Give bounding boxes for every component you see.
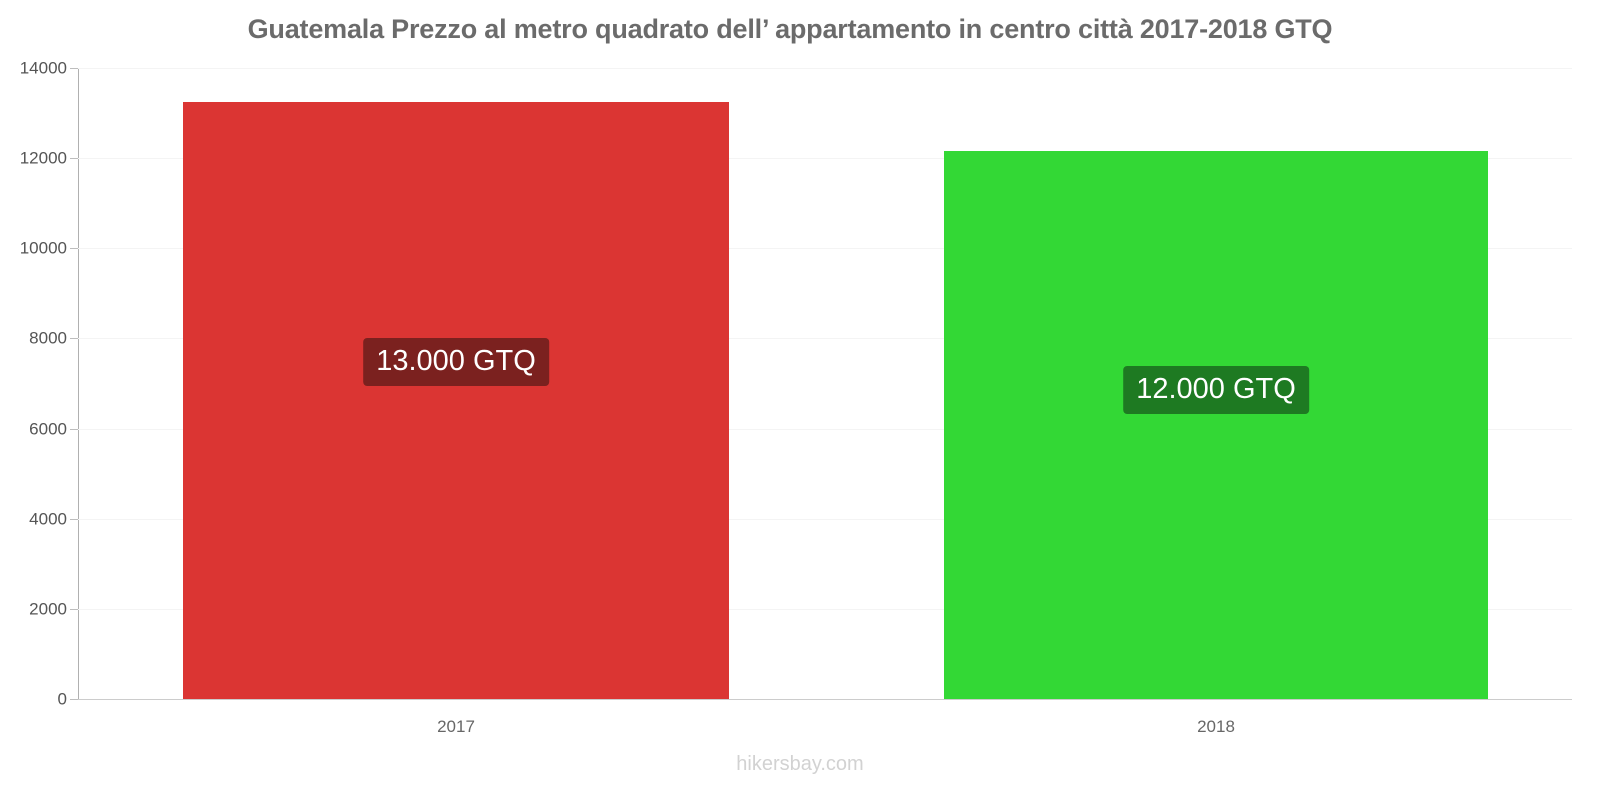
gridline — [78, 428, 1572, 430]
value-label-2017: 13.000 GTQ — [363, 337, 549, 386]
y-axis-tick-mark — [70, 158, 79, 160]
y-axis-line — [78, 68, 79, 700]
y-axis-tick-label: 0 — [57, 689, 67, 709]
y-axis-tick-label: 2000 — [29, 599, 67, 619]
y-axis-tick-mark — [70, 248, 79, 250]
y-axis-tick-mark — [70, 518, 79, 520]
gridline — [78, 699, 1572, 700]
footer-watermark: hikersbay.com — [736, 753, 864, 775]
gridline — [78, 158, 1572, 160]
gridline — [78, 608, 1572, 610]
x-axis-tick-label-2018: 2018 — [1197, 717, 1235, 736]
y-axis-tick-mark — [70, 699, 79, 700]
gridline — [78, 68, 1572, 69]
y-axis-tick-mark — [70, 68, 79, 69]
bar-2018[interactable] — [944, 151, 1488, 699]
value-label-2018: 12.000 GTQ — [1123, 365, 1309, 414]
gridline — [78, 248, 1572, 250]
y-axis-tick-label: 10000 — [19, 238, 67, 258]
y-axis-tick-mark — [70, 608, 79, 610]
gridline — [78, 518, 1572, 520]
bar-2017[interactable] — [183, 101, 729, 699]
y-axis-tick-label: 12000 — [19, 148, 67, 168]
y-axis-tick-mark — [70, 338, 79, 340]
y-axis-tick-mark — [70, 428, 79, 430]
gridline — [78, 338, 1572, 340]
y-axis-tick-label: 14000 — [19, 58, 67, 78]
y-axis-tick-label: 4000 — [29, 509, 67, 529]
y-axis-tick-label: 6000 — [29, 419, 67, 439]
y-axis-tick-label: 8000 — [29, 328, 67, 348]
x-axis-tick-label-2017: 2017 — [437, 717, 475, 736]
plot-area: 13.000 GTQ 12.000 GTQ — [78, 68, 1572, 700]
chart-title: Guatemala Prezzo al metro quadrato dell’… — [247, 14, 1333, 44]
